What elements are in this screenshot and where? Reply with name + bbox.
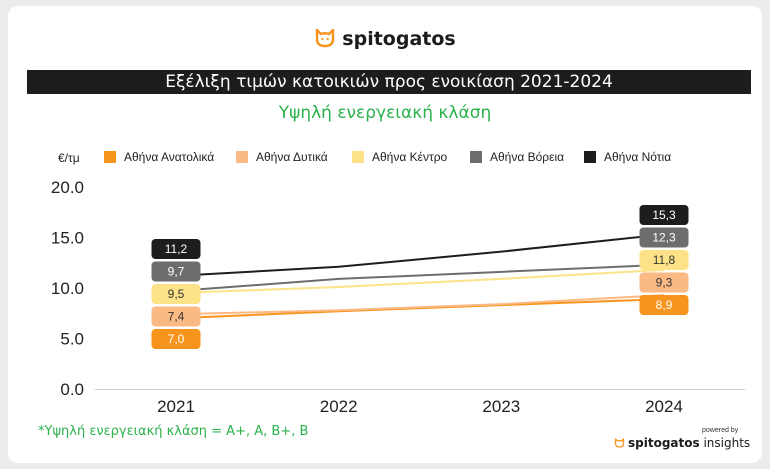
brand-logo: spitogatos <box>0 28 770 50</box>
y-axis-unit: €/τμ <box>58 151 80 165</box>
legend-swatch <box>236 151 248 163</box>
data-label: 9,7 <box>168 265 185 279</box>
legend-swatch <box>352 151 364 163</box>
legend-swatch <box>104 151 116 163</box>
x-tick-label: 2022 <box>320 397 358 416</box>
powered-by-label: powered by <box>702 427 739 434</box>
series-line-4 <box>175 233 665 277</box>
x-tick-label: 2021 <box>157 397 195 416</box>
data-label-box <box>639 295 689 315</box>
cat-logo-icon-small <box>614 438 625 448</box>
data-label: 7,0 <box>168 332 185 346</box>
data-label: 8,9 <box>656 298 673 312</box>
x-tick-label: 2023 <box>482 397 520 416</box>
legend-item-east: Αθήνα Ανατολικά <box>104 150 214 164</box>
data-label-box <box>151 306 201 327</box>
y-tick-label: 0.0 <box>60 380 84 399</box>
series-line-1 <box>175 294 665 316</box>
legend-label: Αθήνα Νότια <box>604 150 672 164</box>
data-label: 15,3 <box>652 208 676 222</box>
data-label: 11,8 <box>653 253 676 267</box>
legend-item-south: Αθήνα Νότια <box>584 150 671 164</box>
brand-insights-logo: spitogatos insights <box>614 436 750 450</box>
series-line-3 <box>175 263 665 293</box>
powered-brand: spitogatos <box>628 436 700 450</box>
legend-swatch <box>584 151 596 163</box>
y-tick-label: 15.0 <box>51 229 84 248</box>
data-label: 9,5 <box>168 287 185 301</box>
data-label: 11,2 <box>165 242 188 256</box>
legend-label: Αθήνα Κέντρο <box>372 150 448 164</box>
data-label-box <box>151 329 201 349</box>
y-tick-label: 10.0 <box>51 279 84 298</box>
data-label: 7,4 <box>168 310 185 324</box>
legend-label: Αθήνα Βόρεια <box>490 150 565 164</box>
data-label-box <box>151 261 201 282</box>
footnote: *Υψηλή ενεργειακή κλάση = A+, A, B+, B <box>38 424 309 439</box>
legend-swatch <box>470 151 482 163</box>
data-label-box <box>151 284 201 304</box>
data-label-box <box>639 227 689 248</box>
series-line-2 <box>175 268 665 295</box>
data-label: 12,3 <box>652 231 676 245</box>
chart-subtitle: Υψηλή ενεργειακή κλάση <box>278 103 492 123</box>
data-label-box <box>639 272 689 293</box>
series-line-0 <box>175 298 665 320</box>
chart-title: Εξέλιξη τιμών κατοικιών προς ενοικίαση 2… <box>27 70 751 94</box>
data-label-box <box>151 239 201 259</box>
legend-item-center: Αθήνα Κέντρο <box>352 150 447 164</box>
x-tick-label: 2024 <box>645 397 683 416</box>
cat-logo-icon <box>316 28 335 48</box>
brand-name: spitogatos <box>342 28 456 50</box>
y-tick-label: 20.0 <box>51 178 84 197</box>
legend-label: Αθήνα Δυτικά <box>256 150 328 164</box>
data-label-box <box>639 205 689 225</box>
legend-item-north: Αθήνα Βόρεια <box>470 150 564 164</box>
legend-label: Αθήνα Ανατολικά <box>124 150 215 164</box>
legend-item-west: Αθήνα Δυτικά <box>236 150 328 164</box>
data-label: 9,3 <box>656 276 673 290</box>
powered-suffix: insights <box>703 436 751 450</box>
data-label-box <box>639 250 689 270</box>
y-tick-label: 5.0 <box>60 330 84 349</box>
